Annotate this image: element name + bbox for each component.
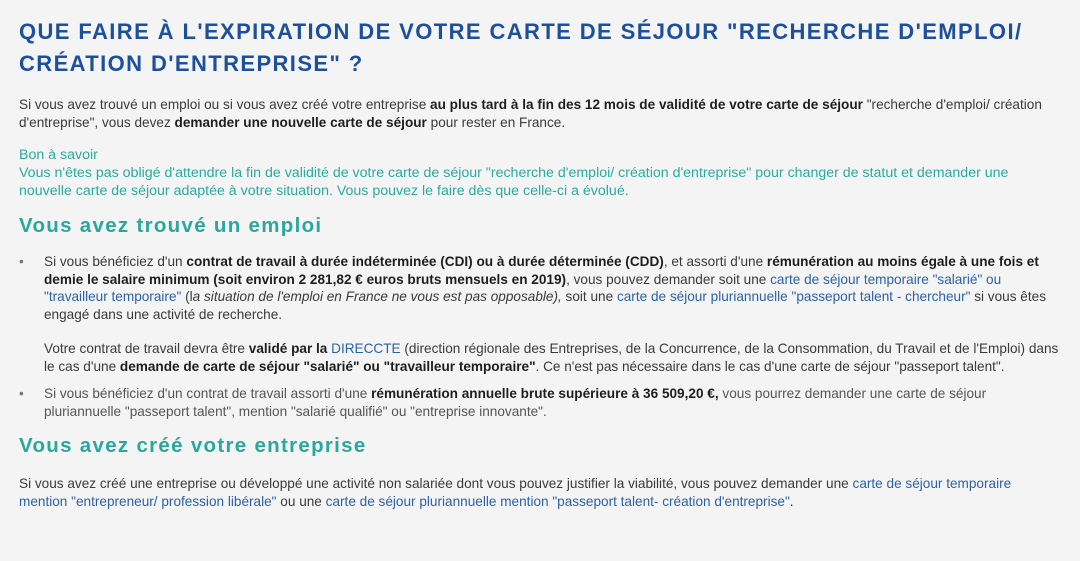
text: Si vous avez créé une entreprise ou déve… (19, 476, 853, 491)
bold-text: demande de carte de séjour "salarié" ou … (119, 358, 536, 374)
bullet-2-text: Si vous bénéficiez d'un contrat de trava… (44, 385, 1060, 420)
text: soit une (561, 289, 617, 304)
page-title: Que faire à l'expiration de votre carte … (19, 19, 1023, 76)
company-paragraph: Si vous avez créé une entreprise ou déve… (19, 475, 1060, 510)
link[interactable]: DIRECCTE (331, 341, 401, 356)
tip-title: Bon à savoir (19, 147, 98, 163)
bold-text: rémunération au moins égale à une fois e… (44, 254, 1039, 287)
text: ou une (276, 493, 326, 509)
text: Si vous bénéficiez d'un (44, 254, 187, 269)
text: vous pourrez demander une carte de séjou… (44, 386, 987, 419)
section-heading-company: Vous avez créé votre entreprise (19, 434, 367, 457)
text: "recherche d'emploi/ création d'entrepri… (19, 97, 1042, 130)
section-heading-job: Vous avez trouvé un emploi (19, 214, 323, 237)
link[interactable]: carte de séjour temporaire mention "entr… (19, 476, 1012, 509)
tip-box: Bon à savoir Vous n'êtes pas obligé d'at… (19, 146, 1060, 200)
text: Si vous avez trouvé un emploi ou si vous… (19, 97, 431, 112)
bold-text: rémunération annuelle brute supérieure à… (371, 386, 719, 401)
text: pour rester en France. (426, 114, 566, 130)
text: (direction régionale des Entreprises, de… (44, 341, 1059, 374)
page-content: Que faire à l'expiration de votre carte … (19, 19, 1060, 510)
bullet-1-subtext: Votre contrat de travail devra être vali… (44, 340, 1060, 375)
job-list: • Si vous bénéficiez d'un contrat de tra… (19, 253, 1060, 420)
text: , vous pouvez demander soit une (566, 271, 771, 287)
italic-text: a situation de l'emploi en France ne vou… (192, 289, 562, 304)
link[interactable]: carte de séjour pluriannuelle mention "p… (325, 493, 790, 509)
text: si vous êtes engagé dans une activité de… (44, 289, 1046, 322)
bullet-icon: • (19, 254, 24, 269)
tip-text: Vous n'êtes pas obligé d'attendre la fin… (19, 165, 1009, 199)
text: , et assorti d'une (663, 254, 767, 269)
list-item: • Si vous bénéficiez d'un contrat de tra… (19, 385, 1060, 420)
bullet-icon: • (19, 386, 24, 401)
text: (l (181, 289, 193, 304)
text: Si vous bénéficiez d'un contrat de trava… (44, 386, 372, 401)
link[interactable]: carte de séjour temporaire "salarié" ou … (44, 271, 1002, 305)
bullet-1-text: Si vous bénéficiez d'un contrat de trava… (44, 253, 1060, 323)
bold-text: au plus tard à la fin des 12 mois de val… (430, 97, 863, 112)
bold-text: demander une nouvelle carte de séjour (174, 114, 427, 130)
bold-text: validé par la (248, 341, 332, 356)
text: . Ce n'est pas nécessaire dans le cas d'… (535, 358, 1005, 374)
link[interactable]: carte de séjour pluriannuelle "passeport… (616, 289, 971, 304)
text: Votre contrat de travail devra être (44, 341, 249, 356)
list-item: • Si vous bénéficiez d'un contrat de tra… (19, 253, 1060, 375)
text: . (789, 493, 794, 509)
bold-text: contrat de travail à durée indéterminée … (186, 254, 664, 269)
intro-paragraph: Si vous avez trouvé un emploi ou si vous… (19, 96, 1060, 131)
